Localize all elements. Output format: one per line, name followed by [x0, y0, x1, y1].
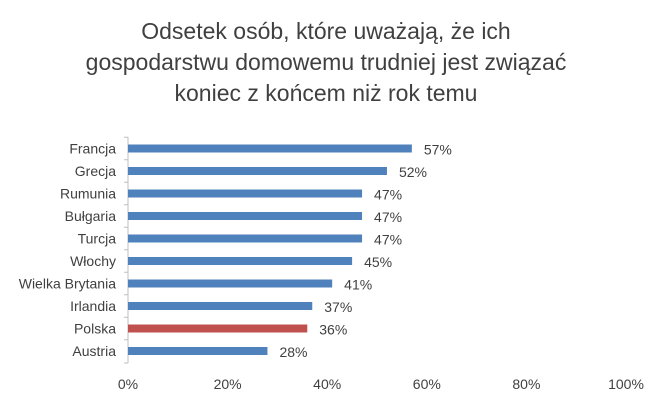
chart-title-line-2: gospodarstwu domowemu trudniej jest zwią…	[85, 49, 567, 75]
bar	[128, 234, 363, 243]
chart-title-line-1: Odsetek osób, które uważają, że ich	[141, 18, 511, 44]
bar	[128, 279, 333, 288]
x-tick-label: 40%	[313, 376, 341, 392]
value-label: 37%	[324, 299, 352, 315]
value-label: 28%	[279, 344, 307, 360]
chart-title: Odsetek osób, które uważają, że ich gosp…	[0, 16, 652, 109]
x-tick-label: 80%	[512, 376, 540, 392]
x-tick-label: 60%	[413, 376, 441, 392]
category-label: Irlandia	[70, 298, 116, 314]
value-label: 36%	[319, 322, 347, 338]
category-label: Francja	[69, 141, 116, 157]
bar	[128, 189, 363, 198]
x-tick-label: 20%	[214, 376, 242, 392]
value-label: 45%	[364, 254, 392, 270]
category-label: Wielka Brytania	[19, 276, 116, 292]
category-label: Grecja	[75, 163, 116, 179]
value-label: 52%	[399, 164, 427, 180]
x-tick-label: 0%	[118, 376, 138, 392]
chart-title-line-3: koniec z końcem niż rok temu	[174, 80, 478, 106]
category-label: Bułgaria	[65, 208, 117, 224]
bar	[128, 347, 268, 355]
value-label: 47%	[374, 232, 402, 248]
value-label: 41%	[344, 277, 372, 293]
bar	[128, 324, 308, 333]
x-tick-label: 100%	[608, 376, 644, 392]
category-label: Włochy	[70, 253, 116, 269]
category-label: Rumunia	[60, 186, 116, 202]
value-label: 57%	[424, 142, 452, 158]
bar	[128, 302, 313, 310]
bar	[128, 167, 387, 175]
category-label: Austria	[72, 343, 116, 359]
category-label: Turcja	[78, 231, 117, 247]
bar	[128, 144, 412, 153]
value-label: 47%	[374, 209, 402, 225]
bar	[128, 257, 353, 265]
category-label: Polska	[74, 321, 116, 337]
bar	[128, 212, 363, 220]
value-label: 47%	[374, 187, 402, 203]
